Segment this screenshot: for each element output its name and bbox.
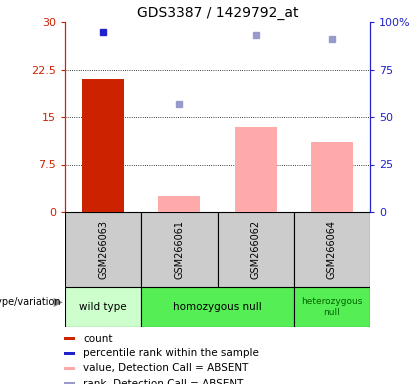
Bar — [141, 287, 294, 327]
Text: GSM266062: GSM266062 — [251, 220, 261, 279]
Bar — [294, 212, 370, 287]
Bar — [294, 287, 370, 327]
Bar — [158, 196, 200, 212]
Text: genotype/variation: genotype/variation — [0, 297, 61, 307]
Bar — [218, 212, 294, 287]
Bar — [64, 382, 75, 384]
Text: GSM266063: GSM266063 — [98, 220, 108, 279]
Bar — [64, 352, 75, 355]
Text: heterozygous
null: heterozygous null — [301, 297, 362, 317]
Title: GDS3387 / 1429792_at: GDS3387 / 1429792_at — [137, 6, 298, 20]
Bar — [311, 142, 353, 212]
Text: GSM266061: GSM266061 — [174, 220, 184, 279]
Text: percentile rank within the sample: percentile rank within the sample — [83, 349, 259, 359]
Polygon shape — [54, 298, 63, 307]
Text: count: count — [83, 333, 113, 344]
Bar — [141, 212, 218, 287]
Bar — [65, 287, 141, 327]
Bar — [65, 212, 141, 287]
Text: homozygous null: homozygous null — [173, 302, 262, 312]
Text: rank, Detection Call = ABSENT: rank, Detection Call = ABSENT — [83, 379, 244, 384]
Text: GSM266064: GSM266064 — [327, 220, 337, 279]
Text: value, Detection Call = ABSENT: value, Detection Call = ABSENT — [83, 364, 249, 374]
Bar — [82, 79, 124, 212]
Bar — [64, 367, 75, 370]
Bar — [64, 337, 75, 340]
Text: wild type: wild type — [79, 302, 127, 312]
Bar — [235, 126, 277, 212]
